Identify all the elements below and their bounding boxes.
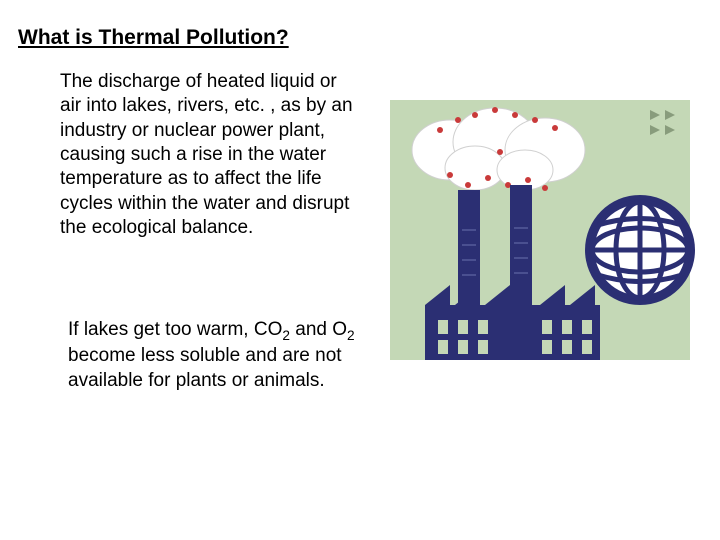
impact-text-c: become less soluble and are not availabl…: [68, 345, 342, 390]
impact-text-a: If lakes get too warm, CO: [68, 319, 282, 340]
subscript-2b: 2: [347, 328, 355, 343]
factory-globe-illustration: [380, 80, 700, 400]
subscript-2a: 2: [282, 328, 290, 343]
page-title: What is Thermal Pollution?: [18, 26, 289, 50]
impact-paragraph: If lakes get too warm, CO2 and O2 become…: [68, 318, 358, 393]
definition-paragraph: The discharge of heated liquid or air in…: [60, 70, 360, 240]
impact-text-b: and O: [290, 319, 347, 340]
globe-icon: [585, 195, 695, 305]
